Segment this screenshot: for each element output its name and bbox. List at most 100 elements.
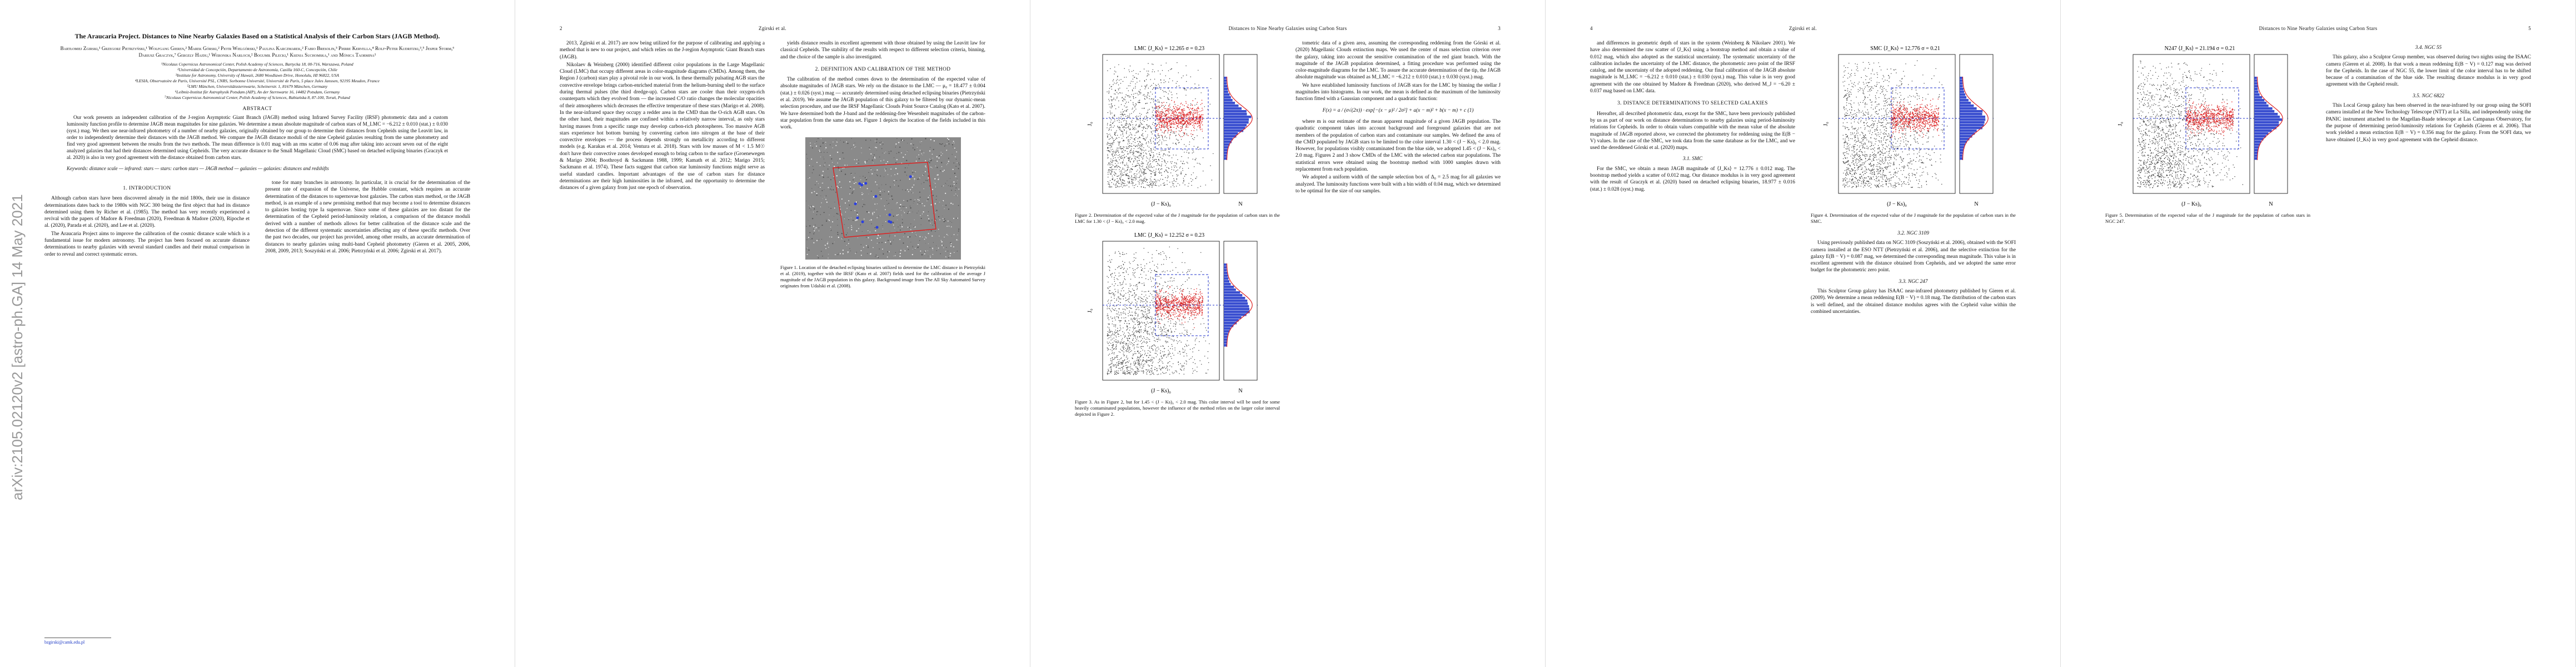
sky-star — [943, 218, 945, 220]
star-point — [1119, 179, 1120, 180]
star-point — [1149, 126, 1150, 127]
sky-star — [946, 180, 948, 181]
jagb-point — [1159, 121, 1160, 122]
sky-star — [876, 169, 878, 171]
jagb-point — [1195, 123, 1197, 125]
sky-star — [882, 143, 884, 145]
star-point — [1138, 125, 1139, 126]
jagb-point — [1182, 115, 1184, 116]
star-point — [1131, 143, 1132, 145]
jagb-point — [1167, 110, 1168, 112]
sky-star — [855, 182, 856, 183]
star-point — [1165, 367, 1167, 369]
sky-star — [891, 198, 893, 200]
sky-star — [911, 138, 913, 140]
jagb-point — [1180, 110, 1182, 112]
star-point — [1126, 351, 1127, 352]
jagb-point — [1163, 127, 1164, 128]
star-point — [1124, 114, 1125, 115]
jagb-point — [1180, 102, 1182, 104]
sky-star — [829, 155, 831, 156]
sky-star — [901, 189, 903, 190]
jagb-point — [1175, 112, 1177, 113]
star-point — [1142, 310, 1143, 311]
star-point — [1210, 78, 1211, 79]
jagb-point — [1163, 315, 1164, 316]
star-point — [1135, 184, 1136, 185]
sky-star — [901, 139, 903, 141]
star-point — [1132, 343, 1133, 344]
star-point — [1109, 147, 1110, 148]
sky-star — [841, 237, 843, 238]
sky-star — [869, 231, 870, 232]
star-point — [1108, 327, 1109, 328]
sky-star — [864, 177, 866, 178]
sky-star — [865, 245, 867, 246]
jagb-point — [1190, 119, 1191, 120]
jagb-point — [1183, 116, 1184, 117]
jagb-point — [1161, 126, 1163, 127]
jagb-point — [1175, 115, 1177, 116]
star-point — [1117, 313, 1118, 315]
star-point — [1167, 285, 1168, 286]
sky-star — [816, 181, 817, 182]
star-point — [1185, 81, 1187, 82]
sky-star — [873, 196, 874, 197]
jagb-point — [1192, 298, 1194, 300]
star-point — [1145, 297, 1147, 298]
jagb-point — [1193, 125, 1195, 127]
sky-star — [879, 175, 881, 177]
star-point — [1110, 99, 1112, 101]
star-point — [1122, 362, 1123, 364]
jagb-point — [1158, 115, 1160, 116]
star-point — [1137, 186, 1138, 187]
sky-star — [823, 176, 824, 178]
sky-star — [849, 187, 851, 189]
sky-star — [836, 162, 838, 163]
sky-star — [832, 188, 834, 190]
sky-star — [840, 170, 842, 172]
star-point — [1150, 270, 1152, 271]
jagb-point — [1193, 115, 1194, 117]
sky-star — [918, 199, 920, 201]
sky-star — [944, 192, 946, 194]
star-point — [1161, 168, 1162, 170]
star-point — [1147, 112, 1148, 113]
star-point — [1159, 283, 1160, 285]
sky-star — [840, 187, 841, 188]
jagb-point — [1182, 114, 1184, 115]
sky-star — [904, 153, 906, 155]
sky-star — [927, 196, 929, 198]
sky-star — [901, 222, 903, 223]
hist-bar — [1223, 113, 1247, 116]
jagb-point — [1166, 123, 1168, 125]
jagb-point — [1180, 112, 1181, 113]
footnote-email[interactable]: bzgirski@camk.edu.pl — [44, 638, 111, 645]
star-point — [1129, 349, 1130, 350]
star-point — [1186, 361, 1187, 362]
sky-star — [941, 143, 943, 145]
star-point — [1125, 109, 1127, 111]
sky-star — [859, 186, 861, 188]
star-point — [1170, 339, 1172, 340]
jagb-point — [1160, 125, 1162, 126]
jagb-point — [1156, 106, 1157, 108]
star-point — [1143, 301, 1144, 302]
jagb-point — [1199, 111, 1200, 112]
star-point — [1176, 179, 1177, 180]
sky-star — [958, 162, 959, 163]
sky-star — [910, 198, 911, 200]
star-point — [1185, 74, 1187, 76]
star-point — [1129, 372, 1130, 374]
star-point — [1150, 148, 1152, 150]
star-point — [1135, 124, 1137, 125]
jagb-point — [1158, 107, 1160, 108]
star-point — [1175, 144, 1177, 145]
star-point — [1175, 267, 1176, 268]
jagb-point — [1184, 116, 1185, 118]
star-point — [1135, 302, 1136, 303]
jagb-point — [1165, 296, 1167, 297]
jagb-point — [1163, 107, 1164, 108]
star-point — [1195, 337, 1197, 339]
star-point — [1135, 331, 1137, 332]
